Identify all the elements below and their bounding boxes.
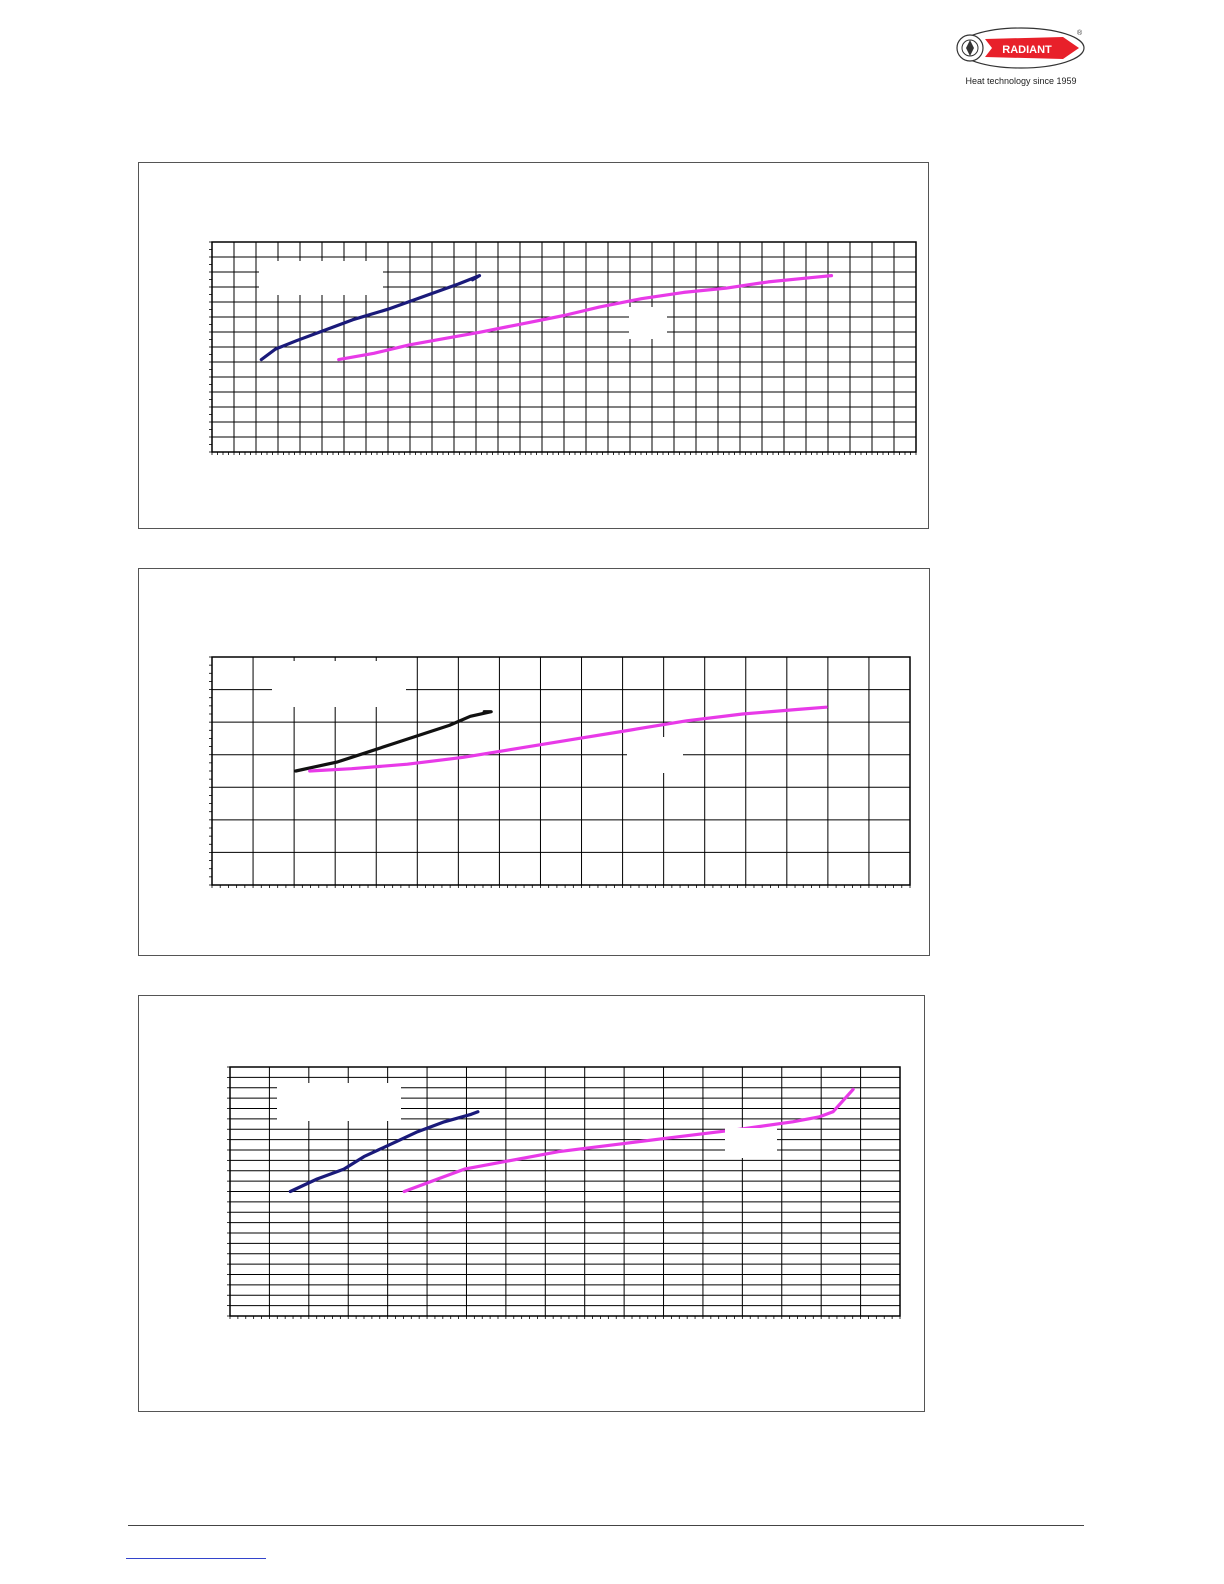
series-line-1 [259, 274, 482, 362]
series-line-2 [337, 274, 834, 362]
svg-text:®: ® [1077, 29, 1083, 37]
chart-2-frame [138, 568, 930, 956]
plot-area [229, 1066, 901, 1317]
series-label-box-1 [277, 1083, 401, 1121]
footer-divider [128, 1525, 1084, 1526]
brand-tagline: Heat technology since 1959 [965, 76, 1077, 86]
chart-2 [209, 656, 911, 888]
series-label-box-2 [629, 307, 667, 339]
series-line-1 [288, 1110, 480, 1194]
brand-name: RADIANT [1002, 44, 1052, 56]
series-line-2 [308, 705, 828, 773]
series-label-box-2 [627, 737, 683, 773]
series-label-box-1 [259, 261, 383, 295]
series-label-box-2 [725, 1128, 777, 1158]
series-label-box-1 [272, 661, 406, 707]
plot-area [211, 656, 911, 886]
chart-3 [227, 1066, 901, 1319]
chart-1 [209, 241, 917, 455]
chart-3-frame [138, 995, 925, 1412]
plot-area [211, 241, 917, 453]
footer-link[interactable] [126, 1558, 266, 1559]
chart-1-frame [138, 162, 929, 529]
radiant-logo: RADIANT ® [955, 26, 1087, 90]
radiant-logo-mark: RADIANT ® [956, 27, 1085, 69]
series-line-1 [294, 710, 493, 773]
series-line-2 [402, 1087, 855, 1194]
